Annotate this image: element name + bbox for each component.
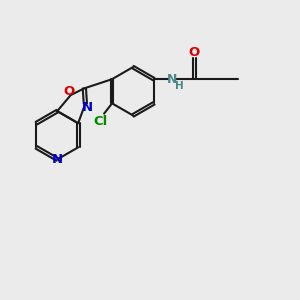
Text: N: N <box>81 101 92 114</box>
Text: O: O <box>64 85 75 98</box>
Text: N: N <box>167 73 177 86</box>
Text: O: O <box>188 46 199 59</box>
Text: Cl: Cl <box>93 116 107 128</box>
Text: H: H <box>175 81 184 91</box>
Text: N: N <box>52 153 63 166</box>
